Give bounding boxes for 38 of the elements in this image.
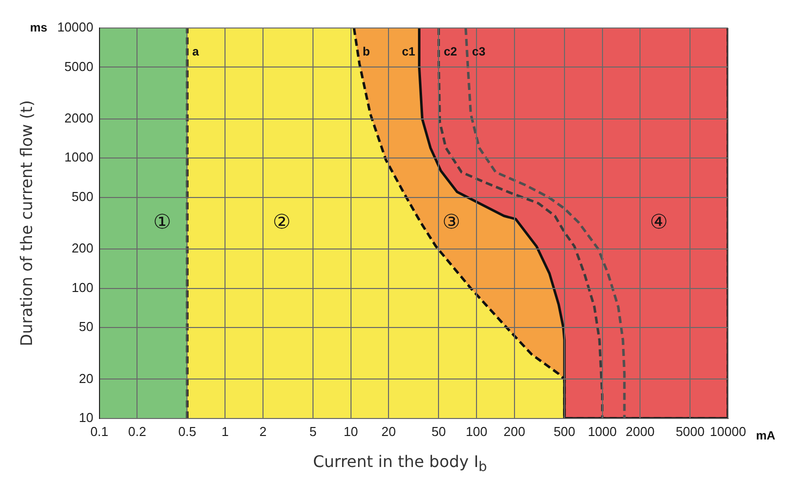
x-tick-label: 10 [344,424,358,439]
x-tick-label: 2 [259,424,267,439]
x-tick-label: 500 [554,424,576,439]
x-tick-label: 20 [381,424,396,439]
x-axis-title: Current in the body I$_{b}$ [312,452,488,476]
y-tick-label: 10000 [57,20,94,35]
y-tick-label: 2000 [64,110,94,126]
x-tick-label: 0.1 [90,424,108,439]
y-tick-label: 50 [78,319,94,334]
annotation: ② [272,209,291,234]
y-tick-label: 20 [78,370,94,386]
y-tick-label: 500 [72,188,94,204]
y-tick-label: 5000 [64,58,94,74]
x-tick-label: 2000 [626,424,655,439]
annotation: ④ [650,209,668,234]
x-tick-label: 5000 [676,424,705,439]
y-tick-label: 100 [72,280,94,295]
x-tick-label: 100 [466,424,488,439]
series-label: b [362,44,370,58]
x-tick-label: 5 [309,424,317,439]
annotation: ① [153,209,172,234]
x-tick-label: 10000 [710,424,746,439]
y-axis-title: Duration of the current flow (t) [16,100,36,346]
y-tick-label: 10 [78,410,94,425]
x-tick-label: 200 [504,424,526,439]
series-label: a [192,44,200,58]
y-tick-label: 200 [72,240,94,256]
text: mA [756,428,776,442]
x-tick-label: 1 [221,424,229,439]
series-label: c1 [402,44,416,58]
x-tick-label: 0.5 [178,424,196,439]
x-tick-label: 1000 [588,424,617,439]
annotation: ③ [442,209,460,234]
x-tick-label: 0.2 [128,424,146,439]
x-tick-label: 50 [431,424,446,439]
series-label: c2 [444,44,458,58]
text: ms [30,20,48,34]
y-tick-label: 1000 [64,150,94,165]
